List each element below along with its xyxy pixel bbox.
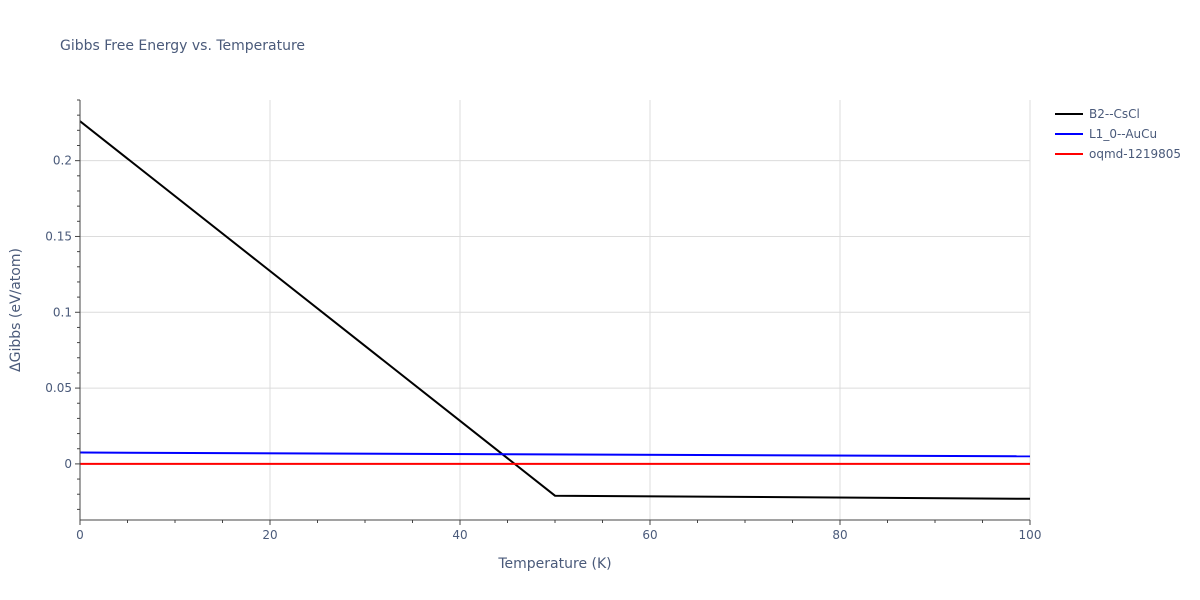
x-tick-label: 40: [452, 528, 467, 542]
y-tick-label: 0.1: [53, 305, 72, 319]
legend-label: oqmd-1219805: [1089, 147, 1181, 161]
x-tick-label: 20: [262, 528, 277, 542]
y-tick-label: 0: [64, 457, 72, 471]
legend[interactable]: B2--CsCl L1_0--AuCu oqmd-1219805: [1055, 107, 1181, 161]
y-tick-label: 0.15: [45, 229, 72, 243]
x-tick-label: 80: [832, 528, 847, 542]
plot-area[interactable]: [79, 120, 1031, 500]
x-tick-label: 60: [642, 528, 657, 542]
legend-label: L1_0--AuCu: [1089, 127, 1157, 141]
x-tick-label: 100: [1019, 528, 1042, 542]
grid: [80, 100, 1031, 520]
legend-label: B2--CsCl: [1089, 107, 1140, 121]
legend-item[interactable]: oqmd-1219805: [1055, 147, 1181, 161]
y-tick-label: 0.2: [53, 154, 72, 168]
x-axis-title: Temperature (K): [497, 556, 611, 572]
chart-title: Gibbs Free Energy vs. Temperature: [60, 38, 305, 54]
y-tick-label: 0.05: [45, 381, 72, 395]
series-line-l1-0-aucu[interactable]: [79, 451, 1031, 458]
axes: 0 20 40 60 80 100 0 0.05 0.1 0.15 0.2: [45, 99, 1042, 542]
series-line-b2-cscl[interactable]: [79, 120, 1031, 500]
legend-item[interactable]: L1_0--AuCu: [1055, 127, 1157, 141]
legend-item[interactable]: B2--CsCl: [1055, 107, 1140, 121]
y-axis-title: ΔGibbs (eV/atom): [8, 248, 24, 372]
x-tick-label: 0: [76, 528, 84, 542]
